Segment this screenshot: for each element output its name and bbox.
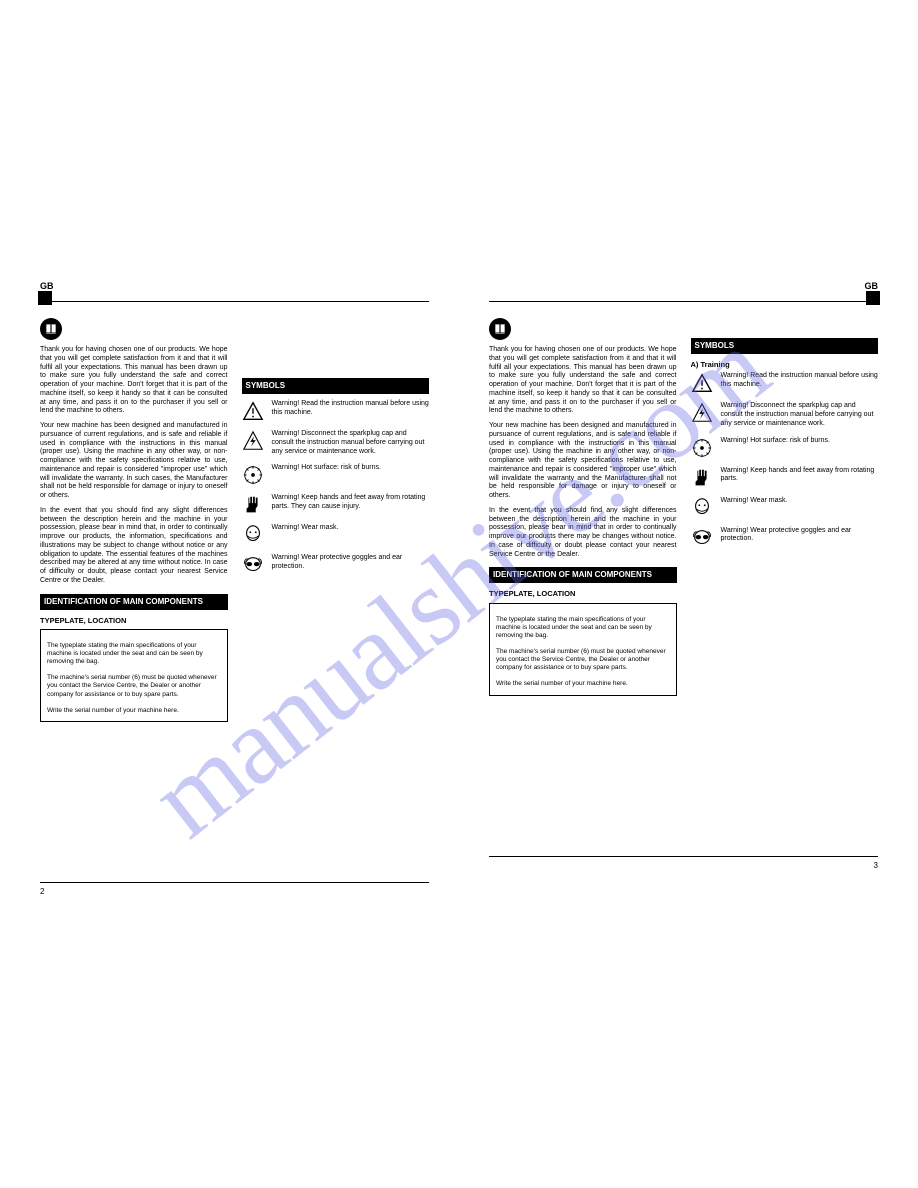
right-column: SYMBOLS Warning! Read the instruction ma… (242, 318, 430, 722)
hot-surface-icon (691, 437, 713, 459)
typeplate-body: The typeplate stating the main specifica… (496, 616, 670, 640)
typeplate-footer-2: Write the serial number of your machine … (496, 680, 670, 688)
right-page: GB Thank you for having chosen one of ou… (489, 295, 878, 903)
gloves-icon (691, 467, 713, 489)
mask-icon (691, 497, 713, 519)
electric-shock-icon (242, 430, 264, 452)
typeplate-box: The typeplate stating the main specifica… (489, 603, 677, 696)
symbol-row: Warning! Wear protective goggles and ear… (691, 527, 879, 549)
intro-para-3: In the event that you should find any sl… (40, 507, 228, 586)
symbol-text: Warning! Hot surface: risk of burns. (272, 464, 430, 473)
symbol-text: Warning! Read the instruction manual bef… (272, 400, 430, 418)
left-page: GB Thank you for having chosen one of ou… (40, 295, 429, 903)
symbols-heading: SYMBOLS (691, 338, 879, 354)
symbol-row: Warning! Read the instruction manual bef… (691, 372, 879, 394)
symbol-row: Warning! Disconnect the sparkplug cap an… (242, 430, 430, 456)
left-column: Thank you for having chosen one of our p… (40, 318, 228, 722)
symbol-row: Warning! Hot surface: risk of burns. (242, 464, 430, 486)
typeplate-footer-1: The machine's serial number (6) must be … (47, 674, 221, 698)
symbol-text: Warning! Keep hands and feet away from r… (272, 494, 430, 512)
symbol-row: Warning! Wear mask. (242, 524, 430, 546)
top-rule (489, 301, 878, 302)
corner-marker (38, 291, 52, 305)
intro-para-1: Thank you for having chosen one of our p… (489, 346, 677, 416)
symbol-row: Warning! Keep hands and feet away from r… (242, 494, 430, 516)
symbols-heading: SYMBOLS (242, 378, 430, 394)
intro-para-1: Thank you for having chosen one of our p… (40, 346, 228, 416)
symbol-text: Warning! Wear mask. (272, 524, 430, 533)
intro-para-2: Your new machine has been designed and m… (489, 422, 677, 501)
typeplate-title: TYPEPLATE, LOCATION (489, 589, 677, 598)
top-rule (40, 301, 429, 302)
symbol-row: Warning! Hot surface: risk of burns. (691, 437, 879, 459)
symbol-text: Warning! Hot surface: risk of burns. (721, 437, 879, 446)
columns: Thank you for having chosen one of our p… (40, 318, 429, 722)
page-number: 2 (40, 887, 429, 897)
symbol-text: Warning! Wear mask. (721, 497, 879, 506)
right-column: SYMBOLS A) Training Warning! Read the in… (691, 318, 879, 696)
intro-para-3: In the event that you should find any sl… (489, 507, 677, 560)
typeplate-body: The typeplate stating the main specifica… (47, 642, 221, 666)
symbol-text: Warning! Wear protective goggles and ear… (721, 527, 879, 545)
symbol-text: Warning! Wear protective goggles and ear… (272, 554, 430, 572)
typeplate-footer-2: Write the serial number of your machine … (47, 707, 221, 715)
symbol-text: Warning! Read the instruction manual bef… (721, 372, 879, 390)
symbols-subheading: A) Training (691, 360, 879, 369)
warning-triangle-icon (691, 372, 713, 394)
read-manual-icon (40, 318, 62, 340)
symbol-text: Warning! Keep hands and feet away from r… (721, 467, 879, 485)
goggles-earmuff-icon (242, 554, 264, 576)
corner-marker (866, 291, 880, 305)
warning-triangle-icon (242, 400, 264, 422)
goggles-earmuff-icon (691, 527, 713, 549)
page-number: 3 (489, 861, 878, 871)
symbol-text: Warning! Disconnect the sparkplug cap an… (272, 430, 430, 456)
electric-shock-icon (691, 402, 713, 424)
identification-heading: IDENTIFICATION OF MAIN COMPONENTS (489, 567, 677, 583)
symbol-row: Warning! Read the instruction manual bef… (242, 400, 430, 422)
symbol-row: Warning! Disconnect the sparkplug cap an… (691, 402, 879, 428)
symbol-text: Warning! Disconnect the sparkplug cap an… (721, 402, 879, 428)
footer-rule (40, 882, 429, 883)
typeplate-footer-1: The machine's serial number (6) must be … (496, 648, 670, 672)
columns: Thank you for having chosen one of our p… (489, 318, 878, 696)
typeplate-title: TYPEPLATE, LOCATION (40, 616, 228, 625)
symbol-row: Warning! Keep hands and feet away from r… (691, 467, 879, 489)
left-column: Thank you for having chosen one of our p… (489, 318, 677, 696)
intro-para-2: Your new machine has been designed and m… (40, 422, 228, 501)
symbol-row: Warning! Wear protective goggles and ear… (242, 554, 430, 576)
hot-surface-icon (242, 464, 264, 486)
spread: GB Thank you for having chosen one of ou… (40, 295, 878, 903)
read-manual-icon (489, 318, 511, 340)
identification-heading: IDENTIFICATION OF MAIN COMPONENTS (40, 594, 228, 610)
footer-rule (489, 856, 878, 857)
mask-icon (242, 524, 264, 546)
symbol-row: Warning! Wear mask. (691, 497, 879, 519)
typeplate-box: The typeplate stating the main specifica… (40, 629, 228, 722)
gloves-icon (242, 494, 264, 516)
